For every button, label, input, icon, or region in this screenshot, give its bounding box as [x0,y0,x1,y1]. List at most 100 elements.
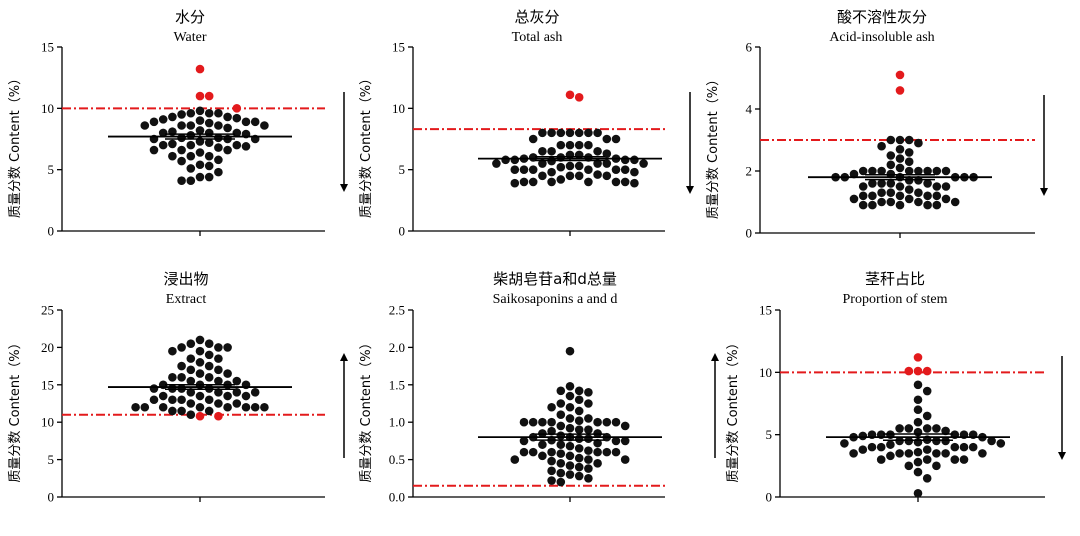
data-point [584,464,593,473]
data-point [158,402,168,412]
data-point [565,402,575,412]
data-point [565,451,575,461]
data-point [611,436,621,446]
data-point [996,439,1006,448]
data-point [922,474,932,483]
data-point [204,138,214,147]
data-point [250,117,260,127]
y-tick-label: 15 [41,377,54,392]
data-point [913,447,923,457]
data-point [556,468,566,478]
data-point [922,411,932,421]
y-tick-label: 15 [759,303,772,318]
outlier-point [195,411,205,421]
data-point [538,451,547,461]
data-point [932,424,941,433]
y-tick-label: 4 [746,102,753,117]
outlier-point [195,91,205,101]
data-point [547,476,556,485]
outlier-point [895,86,905,95]
data-point [877,141,886,151]
data-point [195,172,205,182]
data-point [867,442,877,452]
data-point [565,391,575,401]
data-point [186,164,196,173]
data-point [195,369,205,378]
data-point [232,128,242,138]
data-point [204,395,214,405]
data-point [574,471,584,481]
panel-title-en: Extract [166,292,207,307]
data-point [168,346,177,356]
data-point [584,455,593,464]
y-tick-label: 25 [41,303,54,318]
data-point [574,140,584,150]
data-point [584,399,593,408]
data-point [886,197,896,207]
y-tick-label: 15 [392,40,405,55]
y-tick-label: 2.0 [389,340,405,355]
panel-title-cn: 酸不溶性灰分 [837,8,927,26]
data-point [858,166,868,176]
data-point [932,166,942,176]
data-point [630,155,639,165]
data-point [914,166,923,176]
data-point [565,441,575,451]
data-point [204,339,214,348]
data-point [186,176,196,186]
data-point [223,112,232,122]
data-point [877,197,886,207]
data-point [574,406,584,416]
data-point [547,128,556,138]
y-axis-label: 质量分数 Content（%） [706,73,721,219]
data-point [904,166,914,176]
data-point [941,166,951,176]
data-point [556,386,566,396]
data-point [186,399,196,408]
data-point [584,446,593,455]
data-point [620,155,630,165]
data-point [214,108,223,118]
outlier-point [232,104,242,113]
data-point [204,128,214,138]
data-point [922,424,932,433]
data-point [538,417,547,427]
data-point [895,163,905,173]
data-point [556,440,566,449]
data-point [849,449,858,458]
data-point [195,148,205,157]
data-point [195,402,205,412]
data-point [584,128,593,138]
data-point [528,417,538,427]
panel-title-en: Total ash [512,30,563,45]
data-point [923,191,932,201]
data-point [204,373,214,382]
data-point [556,175,566,184]
data-point [547,167,556,177]
data-point [922,386,932,396]
panel-6: 茎秆占比 Proportion of stem 质量分数 Content（%） 0 5 1… [726,270,1066,505]
data-point [528,177,538,187]
outlier-point [913,366,923,376]
data-point [195,126,205,135]
data-point [204,406,214,416]
data-point [186,376,196,386]
data-point [602,417,612,427]
y-axis-label: 质量分数 Content（%） [8,72,23,218]
data-point [510,178,520,188]
data-point [941,182,951,191]
data-point [904,424,914,433]
panel-title-cn: 浸出物 [163,270,208,288]
data-point [241,142,251,151]
data-point [223,391,232,401]
data-point [241,117,251,127]
data-point [538,440,547,449]
data-point [565,423,575,433]
data-point [593,438,602,448]
data-point [904,449,914,458]
data-point [584,177,593,187]
data-point [886,440,895,449]
data-point [528,447,538,457]
panel-1: 水分 Water 质量分数 Content（%） 0 5 10 15 [8,8,348,239]
data-point [168,395,177,405]
